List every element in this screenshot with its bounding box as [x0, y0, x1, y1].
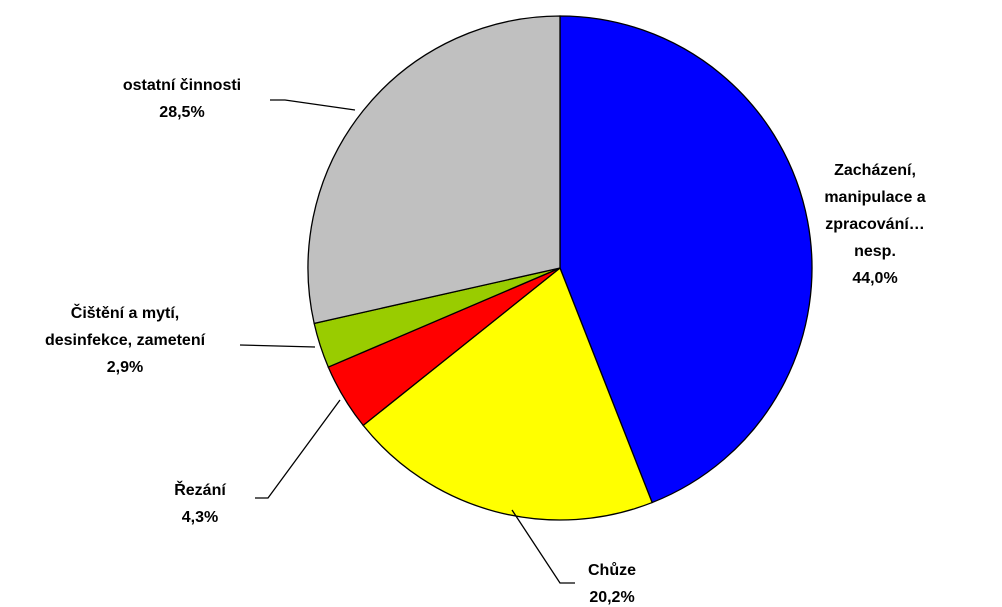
value-label: 4,3%	[181, 509, 219, 526]
slice-label: Chůze 20,2%	[588, 557, 636, 607]
leader-line	[255, 399, 341, 499]
category-label: Chůze	[588, 562, 636, 579]
leader-line	[270, 99, 356, 111]
pie-slice	[307, 15, 561, 325]
slice-label: Řezání 4,3%	[174, 477, 226, 531]
leader-line	[511, 509, 575, 584]
value-label: 28,5%	[159, 104, 205, 121]
value-label: 20,2%	[589, 589, 635, 606]
category-label: Zacházení, manipulace a zpracování… nesp…	[824, 162, 926, 260]
leader-line	[239, 344, 316, 348]
pie-slice	[362, 266, 653, 521]
value-label: 44,0%	[852, 270, 898, 287]
slice-label: Čištění a mytí, desinfekce, zametení 2,9%	[45, 300, 205, 381]
category-label: Řezání	[174, 482, 226, 499]
value-label: 2,9%	[106, 359, 144, 376]
category-label: ostatní činnosti	[122, 77, 242, 94]
pie-slice	[559, 15, 813, 504]
slice-label: ostatní činnosti 28,5%	[123, 72, 241, 126]
slice-label: Zacházení, manipulace a zpracování… nesp…	[812, 157, 939, 292]
category-label: Čištění a mytí, desinfekce, zametení	[44, 305, 206, 349]
